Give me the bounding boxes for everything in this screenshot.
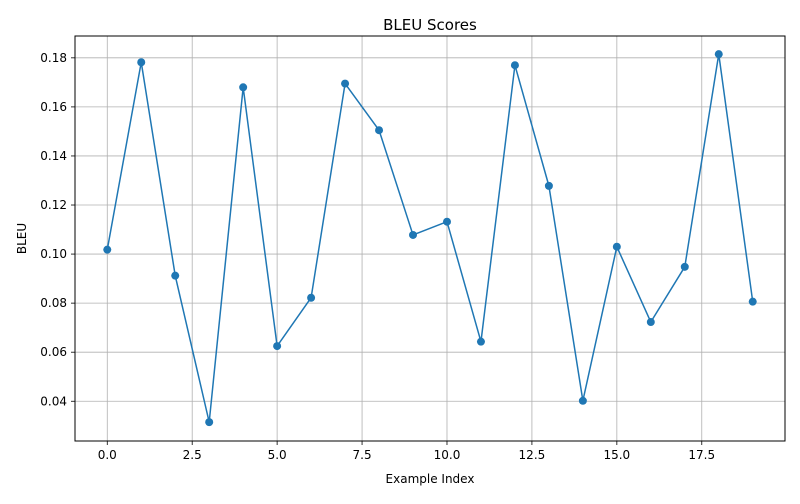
x-tick-label: 15.0 [603, 448, 630, 462]
data-point [341, 79, 350, 88]
data-point [409, 230, 418, 239]
data-point [137, 58, 146, 67]
data-point [714, 50, 723, 59]
chart-title: BLEU Scores [383, 16, 477, 34]
data-point [171, 271, 180, 280]
y-tick-label: 0.10 [40, 247, 67, 261]
data-point [578, 396, 587, 405]
data-point [476, 337, 485, 346]
y-tick-label: 0.18 [40, 51, 67, 65]
y-tick-label: 0.06 [40, 345, 67, 359]
data-point [510, 61, 519, 70]
y-axis-ticks: 0.04 0.06 0.08 0.10 0.12 0.14 0.16 0.18 [40, 51, 75, 408]
data-point [239, 83, 248, 92]
series-group [103, 50, 757, 427]
x-tick-label: 2.5 [183, 448, 202, 462]
y-axis-label: BLEU [15, 223, 29, 254]
data-point [375, 126, 384, 135]
data-point [103, 245, 112, 254]
data-point [544, 181, 553, 190]
x-axis-ticks: 0.0 2.5 5.0 7.5 10.0 12.5 15.0 17.5 [98, 441, 715, 462]
series-line [106, 53, 754, 423]
x-tick-label: 12.5 [519, 448, 546, 462]
y-tick-label: 0.14 [40, 149, 67, 163]
data-point [612, 242, 621, 251]
x-axis-label: Example Index [386, 472, 475, 486]
x-tick-label: 17.5 [688, 448, 715, 462]
x-tick-label: 5.0 [268, 448, 287, 462]
x-tick-label: 10.0 [434, 448, 461, 462]
plot-area-frame [74, 35, 786, 442]
y-tick-label: 0.08 [40, 296, 67, 310]
data-point [646, 318, 655, 327]
data-point [748, 297, 757, 306]
grid-lines [75, 36, 785, 441]
data-point [273, 342, 282, 351]
y-tick-label: 0.12 [40, 198, 67, 212]
data-point [680, 262, 689, 271]
y-tick-label: 0.04 [40, 394, 67, 408]
data-point [442, 217, 451, 226]
x-tick-label: 7.5 [353, 448, 372, 462]
data-point [307, 293, 316, 302]
y-tick-label: 0.16 [40, 100, 67, 114]
data-point [205, 418, 214, 427]
x-tick-label: 0.0 [98, 448, 117, 462]
